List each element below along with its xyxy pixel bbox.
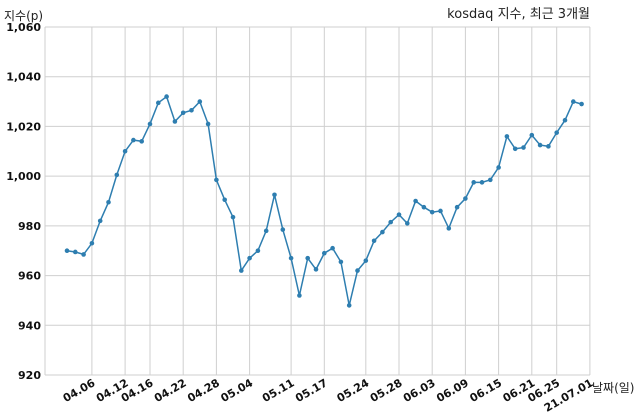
y-tick-label: 1,040 [6,71,41,84]
data-point [122,148,128,154]
y-axis-ticks: 920 940 960 980 1,000 1,020 1,040 1,060 [6,21,41,382]
series-group [64,94,584,308]
data-point [496,165,501,170]
data-point [529,132,535,138]
data-point [446,226,452,231]
data-point [214,177,219,183]
data-point [363,258,369,263]
data-point [239,268,244,273]
x-axis-label: 날짜(일) [592,381,634,395]
x-tick-label: 05.24 [335,376,372,405]
data-point [471,180,477,185]
data-point [537,142,543,148]
x-tick-label: 04.06 [61,376,98,405]
data-point [322,250,327,256]
data-point [189,107,194,113]
data-point [305,255,311,261]
y-tick-label: 940 [18,319,41,332]
data-point [247,255,252,261]
x-tick-label: 06.09 [434,376,471,405]
data-point [504,134,510,139]
y-tick-label: 1,060 [6,21,41,34]
data-point [463,196,468,201]
x-tick-label: 04.22 [152,376,189,405]
data-point [205,121,211,127]
data-point [97,218,103,224]
data-point [280,227,286,232]
data-point [147,121,153,127]
data-point [64,248,70,254]
data-point [413,198,418,204]
data-point [131,137,136,143]
data-point [139,139,144,144]
data-point [421,204,427,210]
data-point [272,192,277,198]
data-point [230,214,236,220]
data-point [197,99,203,104]
x-tick-label: 04.28 [185,376,222,405]
data-point [579,101,584,107]
data-point [371,238,377,244]
data-point [438,208,443,214]
x-tick-label: 06.03 [401,376,438,405]
data-point [156,100,161,106]
data-point [172,119,178,124]
data-point [288,255,294,261]
data-point [488,177,493,183]
data-point [454,204,460,210]
data-point [106,199,111,205]
data-point [114,172,120,178]
data-point [73,249,78,255]
data-point [313,267,319,272]
x-tick-label: 05.04 [218,376,255,405]
chart-title: kosdaq 지수, 최근 3개월 [447,7,590,22]
data-point [554,130,559,135]
data-point [338,259,344,265]
data-point [255,248,261,254]
y-tick-label: 920 [18,369,41,382]
data-point [512,146,518,152]
data-point [355,268,360,273]
data-point [164,94,169,99]
y-axis-label: 지수(p) [4,9,43,23]
data-point [388,219,394,225]
data-point [330,245,335,251]
data-point [297,293,302,298]
data-point [396,212,402,217]
data-point [429,209,435,215]
data-point [479,180,485,185]
grid-lines [44,26,591,376]
data-point [222,197,227,203]
data-point [546,144,551,149]
y-tick-label: 1,020 [6,120,41,133]
x-tick-label: 05.28 [368,376,405,405]
data-point [346,303,352,308]
data-point [405,221,410,226]
data-point [562,117,568,123]
x-tick-label: 06.15 [467,376,504,405]
data-point [263,228,269,234]
data-point [380,229,385,235]
y-tick-label: 960 [18,270,41,283]
data-point [180,110,186,116]
data-point [89,240,95,246]
data-point [571,99,576,104]
x-tick-label: 05.11 [260,376,297,405]
y-tick-label: 1,000 [6,170,41,183]
data-point [521,145,526,150]
data-point [81,252,86,257]
x-tick-label: 05.17 [293,376,330,405]
y-tick-label: 980 [18,220,41,233]
